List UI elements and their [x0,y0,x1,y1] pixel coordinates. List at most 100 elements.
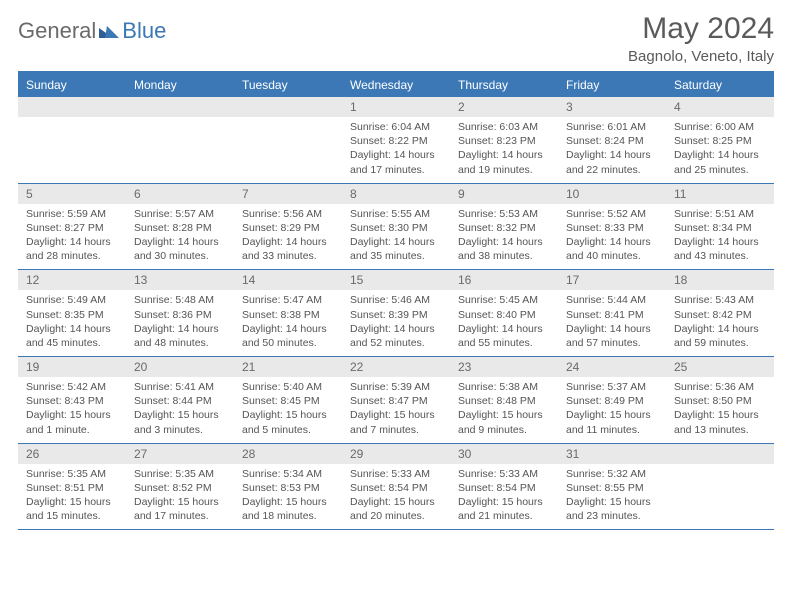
day-body: Sunrise: 5:51 AMSunset: 8:34 PMDaylight:… [666,204,774,270]
day-body: Sunrise: 5:45 AMSunset: 8:40 PMDaylight:… [450,290,558,356]
sunset-line: Sunset: 8:30 PM [350,221,442,235]
day-cell: 6Sunrise: 5:57 AMSunset: 8:28 PMDaylight… [126,184,234,270]
day-number: 11 [666,184,774,204]
day-cell: 2Sunrise: 6:03 AMSunset: 8:23 PMDaylight… [450,97,558,183]
day-cell: 10Sunrise: 5:52 AMSunset: 8:33 PMDayligh… [558,184,666,270]
day-cell: 1Sunrise: 6:04 AMSunset: 8:22 PMDaylight… [342,97,450,183]
day-cell: 23Sunrise: 5:38 AMSunset: 8:48 PMDayligh… [450,357,558,443]
brand-part2: Blue [122,18,166,44]
day-number [234,97,342,117]
day-number [666,444,774,464]
sunset-line: Sunset: 8:45 PM [242,394,334,408]
day-number: 26 [18,444,126,464]
sunset-line: Sunset: 8:22 PM [350,134,442,148]
day-cell: 15Sunrise: 5:46 AMSunset: 8:39 PMDayligh… [342,270,450,356]
daylight-line: Daylight: 14 hours and 22 minutes. [566,148,658,176]
daylight-line: Daylight: 14 hours and 28 minutes. [26,235,118,263]
day-number: 25 [666,357,774,377]
sunrise-line: Sunrise: 5:49 AM [26,293,118,307]
sunrise-line: Sunrise: 6:03 AM [458,120,550,134]
day-cell: 21Sunrise: 5:40 AMSunset: 8:45 PMDayligh… [234,357,342,443]
day-cell: 26Sunrise: 5:35 AMSunset: 8:51 PMDayligh… [18,444,126,530]
day-body: Sunrise: 5:33 AMSunset: 8:54 PMDaylight:… [450,464,558,530]
sunrise-line: Sunrise: 5:36 AM [674,380,766,394]
day-cell: 12Sunrise: 5:49 AMSunset: 8:35 PMDayligh… [18,270,126,356]
sunset-line: Sunset: 8:54 PM [458,481,550,495]
sunrise-line: Sunrise: 5:45 AM [458,293,550,307]
sunrise-line: Sunrise: 5:35 AM [134,467,226,481]
day-number: 15 [342,270,450,290]
sunset-line: Sunset: 8:32 PM [458,221,550,235]
day-cell: 3Sunrise: 6:01 AMSunset: 8:24 PMDaylight… [558,97,666,183]
location-label: Bagnolo, Veneto, Italy [628,48,774,65]
day-cell [666,444,774,530]
day-cell: 24Sunrise: 5:37 AMSunset: 8:49 PMDayligh… [558,357,666,443]
day-number: 8 [342,184,450,204]
day-number: 10 [558,184,666,204]
day-cell: 13Sunrise: 5:48 AMSunset: 8:36 PMDayligh… [126,270,234,356]
day-number: 6 [126,184,234,204]
sunrise-line: Sunrise: 5:34 AM [242,467,334,481]
sunrise-line: Sunrise: 6:04 AM [350,120,442,134]
day-body: Sunrise: 6:00 AMSunset: 8:25 PMDaylight:… [666,117,774,183]
sunset-line: Sunset: 8:25 PM [674,134,766,148]
sunset-line: Sunset: 8:43 PM [26,394,118,408]
sunset-line: Sunset: 8:51 PM [26,481,118,495]
sunrise-line: Sunrise: 5:48 AM [134,293,226,307]
day-body: Sunrise: 5:33 AMSunset: 8:54 PMDaylight:… [342,464,450,530]
day-number: 30 [450,444,558,464]
daylight-line: Daylight: 15 hours and 11 minutes. [566,408,658,436]
daylight-line: Daylight: 15 hours and 18 minutes. [242,495,334,523]
day-body: Sunrise: 5:42 AMSunset: 8:43 PMDaylight:… [18,377,126,443]
day-cell: 27Sunrise: 5:35 AMSunset: 8:52 PMDayligh… [126,444,234,530]
week-row: 12Sunrise: 5:49 AMSunset: 8:35 PMDayligh… [18,270,774,357]
daylight-line: Daylight: 15 hours and 5 minutes. [242,408,334,436]
day-number: 7 [234,184,342,204]
daylight-line: Daylight: 14 hours and 48 minutes. [134,322,226,350]
day-cell: 11Sunrise: 5:51 AMSunset: 8:34 PMDayligh… [666,184,774,270]
day-cell [234,97,342,183]
day-cell: 8Sunrise: 5:55 AMSunset: 8:30 PMDaylight… [342,184,450,270]
week-row: 26Sunrise: 5:35 AMSunset: 8:51 PMDayligh… [18,444,774,531]
daylight-line: Daylight: 14 hours and 43 minutes. [674,235,766,263]
day-body: Sunrise: 5:44 AMSunset: 8:41 PMDaylight:… [558,290,666,356]
sunset-line: Sunset: 8:40 PM [458,308,550,322]
daylight-line: Daylight: 14 hours and 50 minutes. [242,322,334,350]
daylight-line: Daylight: 15 hours and 3 minutes. [134,408,226,436]
daylight-line: Daylight: 14 hours and 59 minutes. [674,322,766,350]
sunrise-line: Sunrise: 5:37 AM [566,380,658,394]
daylight-line: Daylight: 14 hours and 57 minutes. [566,322,658,350]
day-cell: 16Sunrise: 5:45 AMSunset: 8:40 PMDayligh… [450,270,558,356]
day-number: 27 [126,444,234,464]
day-cell [126,97,234,183]
sunset-line: Sunset: 8:35 PM [26,308,118,322]
day-cell: 17Sunrise: 5:44 AMSunset: 8:41 PMDayligh… [558,270,666,356]
sunrise-line: Sunrise: 5:52 AM [566,207,658,221]
sunrise-line: Sunrise: 5:33 AM [350,467,442,481]
daylight-line: Daylight: 14 hours and 25 minutes. [674,148,766,176]
day-cell: 5Sunrise: 5:59 AMSunset: 8:27 PMDaylight… [18,184,126,270]
daylight-line: Daylight: 15 hours and 21 minutes. [458,495,550,523]
sunrise-line: Sunrise: 5:38 AM [458,380,550,394]
sunset-line: Sunset: 8:47 PM [350,394,442,408]
daylight-line: Daylight: 14 hours and 19 minutes. [458,148,550,176]
daylight-line: Daylight: 15 hours and 20 minutes. [350,495,442,523]
sunset-line: Sunset: 8:39 PM [350,308,442,322]
weekday-cell: Monday [126,73,234,97]
sunrise-line: Sunrise: 5:42 AM [26,380,118,394]
daylight-line: Daylight: 14 hours and 17 minutes. [350,148,442,176]
sunset-line: Sunset: 8:41 PM [566,308,658,322]
sunrise-line: Sunrise: 5:51 AM [674,207,766,221]
sunset-line: Sunset: 8:55 PM [566,481,658,495]
sunrise-line: Sunrise: 5:59 AM [26,207,118,221]
daylight-line: Daylight: 14 hours and 40 minutes. [566,235,658,263]
weekday-cell: Sunday [18,73,126,97]
day-body: Sunrise: 5:35 AMSunset: 8:51 PMDaylight:… [18,464,126,530]
daylight-line: Daylight: 14 hours and 33 minutes. [242,235,334,263]
daylight-line: Daylight: 15 hours and 13 minutes. [674,408,766,436]
sunset-line: Sunset: 8:53 PM [242,481,334,495]
month-title: May 2024 [628,12,774,46]
sunrise-line: Sunrise: 6:01 AM [566,120,658,134]
day-cell: 20Sunrise: 5:41 AMSunset: 8:44 PMDayligh… [126,357,234,443]
sunset-line: Sunset: 8:44 PM [134,394,226,408]
